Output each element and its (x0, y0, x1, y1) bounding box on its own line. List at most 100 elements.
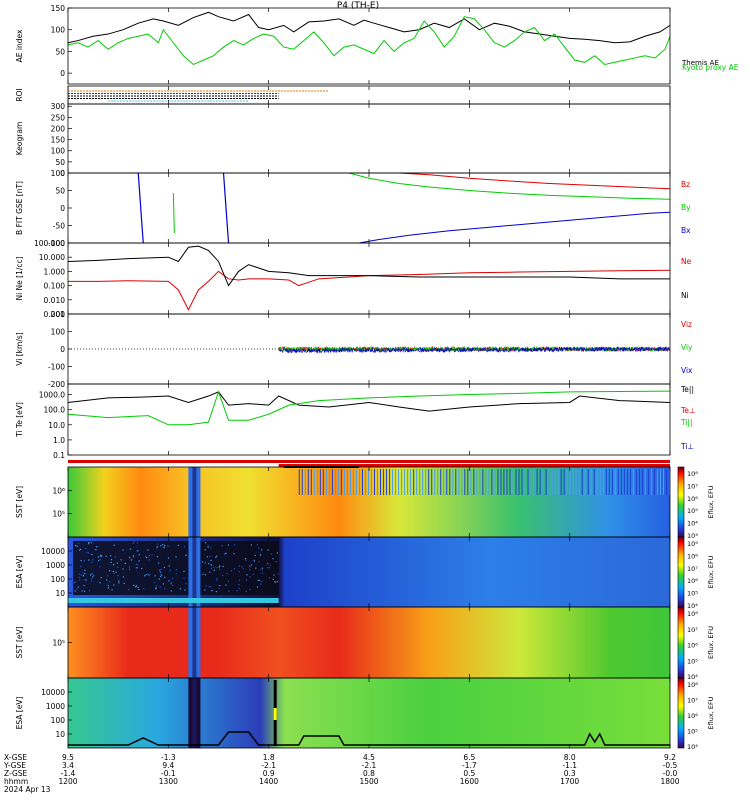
sst-e-stripe (648, 469, 649, 495)
esa-e-noise-pixel (213, 567, 214, 568)
esa-e-noise-pixel (259, 580, 260, 581)
frame-bfield (68, 173, 670, 243)
sst-e-stripe (615, 469, 616, 495)
colorbar-sst_i (678, 607, 684, 678)
esa-e-noise-pixel (164, 588, 165, 589)
bfield-transient-green (173, 193, 174, 233)
esa-e-noise-pixel (74, 582, 75, 583)
esa-e-noise-pixel (137, 564, 138, 565)
sst-e-stripe (612, 469, 613, 495)
y-tick-label: 50 (55, 47, 65, 56)
sst-e-stripe (494, 469, 495, 495)
sst-e-stripe (377, 469, 378, 495)
gap-core-sst_e (192, 467, 196, 537)
sst-e-stripe (546, 469, 547, 495)
esa-e-noise-pixel (159, 569, 160, 570)
esa-e-noise-pixel (184, 546, 185, 547)
quality-bar-red (68, 460, 670, 463)
esa-e-noise-pixel (216, 580, 217, 581)
x-tick-label: 1300 (159, 777, 178, 786)
sst-e-stripe (383, 469, 384, 495)
esa-e-noise-pixel (238, 584, 239, 585)
esa-e-noise-pixel (258, 580, 259, 581)
esa-e-noise-pixel (100, 555, 101, 556)
esa-e-noise-pixel (157, 556, 158, 557)
y-tick-label: 10.0 (48, 421, 65, 430)
sst-e-stripe (320, 469, 321, 495)
y-tick-label: 100 (51, 575, 66, 584)
esa-e-noise-pixel (98, 556, 99, 557)
esa-e-noise-pixel (167, 545, 168, 546)
esa-e-noise-pixel (159, 578, 160, 579)
esa-e-noise-pixel (249, 576, 250, 577)
esa-e-noise-pixel (260, 555, 261, 556)
esa-e-noise-pixel (176, 569, 177, 570)
esa-e-noise-pixel (262, 568, 263, 569)
esa-e-noise-pixel (118, 582, 119, 583)
esa-e-noise-pixel (91, 562, 92, 563)
colorbar-sst_e (678, 467, 684, 537)
esa-e-noise-pixel (137, 542, 138, 543)
sst-e-stripe (434, 469, 435, 495)
esa-e-noise-pixel (168, 557, 169, 558)
esa-e-noise-pixel (156, 587, 157, 588)
esa-e-noise-pixel (137, 567, 138, 568)
esa-e-noise-pixel (133, 543, 134, 544)
esa-e-noise-pixel (115, 556, 116, 557)
colorbar-tick-label: 10⁸ (687, 470, 698, 478)
sst-e-stripe (552, 469, 553, 495)
y-tick-label: 100.000 (34, 239, 65, 248)
esa-e-noise-pixel (83, 575, 84, 576)
esa-e-noise-pixel (202, 561, 203, 562)
esa-e-noise-pixel (85, 548, 86, 549)
sst-e-stripe (597, 469, 598, 495)
y-axis-label: AE index (15, 29, 24, 62)
esa-e-noise-pixel (138, 560, 139, 561)
esa-e-noise-pixel (129, 569, 130, 570)
sst-e-stripe (380, 469, 381, 495)
gap-core-esa_i (192, 678, 196, 748)
sst-e-stripe (633, 469, 634, 495)
esa-e-noise-pixel (88, 542, 89, 543)
esa-e-noise-pixel (90, 574, 91, 575)
series-bfield-2 (359, 212, 670, 243)
esa-e-noise-pixel (251, 564, 252, 565)
y-axis-label: SST [eV] (15, 626, 24, 658)
y-axis-label: Vi [km/s] (15, 332, 24, 365)
esa-e-noise-pixel (207, 556, 208, 557)
sst-e-stripe (422, 469, 423, 495)
esa-e-noise-pixel (80, 566, 81, 567)
esa-e-noise-pixel (172, 585, 173, 586)
colorbar-tick-label: 10⁶ (687, 495, 698, 503)
esa-e-noise-pixel (122, 568, 123, 569)
esa-e-noise-pixel (86, 579, 87, 580)
sst-e-stripe (473, 469, 474, 495)
esa-e-noise-pixel (81, 575, 82, 576)
esa-e-noise-pixel (210, 586, 211, 587)
esa-e-noise-pixel (84, 560, 85, 561)
esa-e-noise-pixel (138, 550, 139, 551)
sst-e-stripe (585, 469, 586, 495)
sst-e-stripe (476, 469, 477, 495)
esa-e-noise-pixel (81, 590, 82, 591)
sst-e-stripe (512, 469, 513, 495)
esa-e-noise-pixel (125, 563, 126, 564)
esa-e-noise-pixel (251, 544, 252, 545)
esa-e-noise-pixel (226, 573, 227, 574)
colorbar-tick-label: 10⁵ (687, 657, 698, 665)
legend-entry: Ti⊥ (680, 442, 694, 451)
legend-entry: Ne (681, 257, 692, 266)
esa-e-noise-pixel (149, 555, 150, 556)
sst-e-stripe (485, 469, 486, 495)
esa-e-noise-pixel (160, 586, 161, 587)
esa-e-noise-pixel (155, 575, 156, 576)
sst-e-stripe (389, 469, 390, 495)
esa-e-noise-pixel (209, 572, 210, 573)
esa-e-noise-pixel (262, 572, 263, 573)
colorbar-label: Eflux, EFU (707, 555, 715, 588)
sst-e-stripe (308, 469, 309, 495)
sst-e-stripe (549, 469, 550, 495)
sst-e-stripe (305, 469, 306, 495)
esa-e-noise-pixel (141, 568, 142, 569)
esa-e-noise-pixel (224, 554, 225, 555)
